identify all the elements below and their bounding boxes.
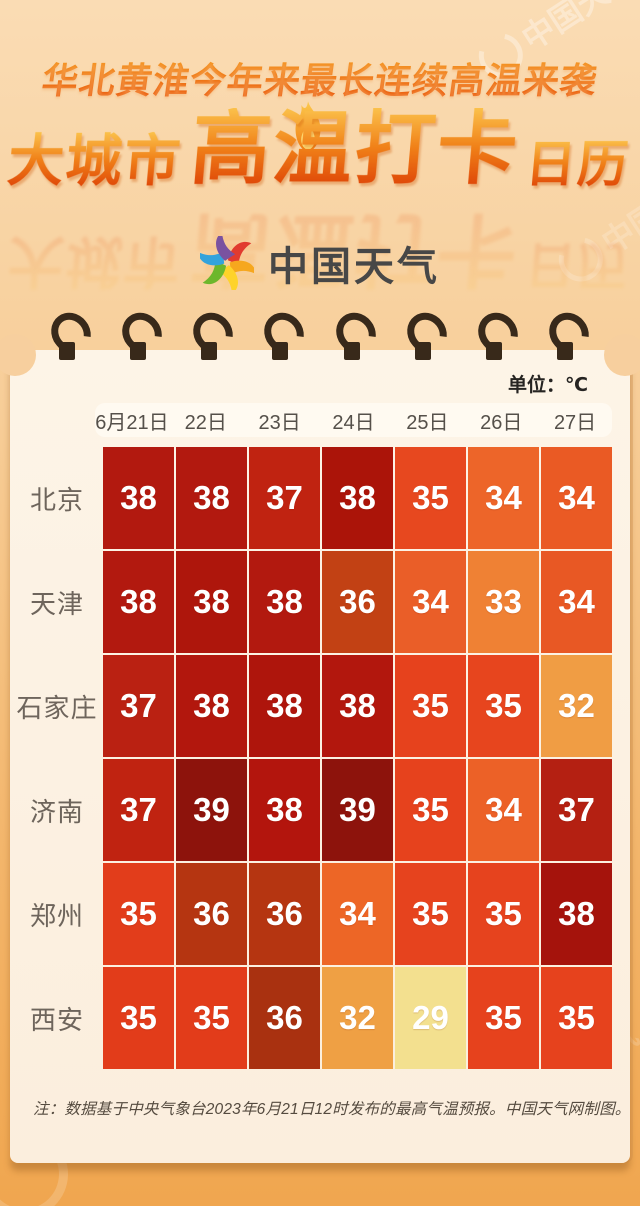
temp-cell: 36 <box>176 863 247 965</box>
temp-cell: 34 <box>395 551 466 653</box>
temp-cell: 38 <box>541 863 612 965</box>
temp-cell: 38 <box>249 759 320 861</box>
temp-cell: 33 <box>468 551 539 653</box>
temp-cell: 38 <box>249 551 320 653</box>
city-label: 北京 <box>29 484 84 515</box>
binder-ring-icon <box>398 304 455 364</box>
brand-name: 中国天气 <box>268 245 440 289</box>
temp-cell: 34 <box>322 863 393 965</box>
unit-label: 单位：℃ <box>507 375 588 396</box>
date-header: 23日 <box>258 411 301 434</box>
binder-ring-icon <box>256 304 313 364</box>
temp-cell: 35 <box>176 967 247 1069</box>
date-header: 6月21日 <box>95 411 169 434</box>
brand-logo: 中国天气 <box>0 234 640 292</box>
temp-cell: 35 <box>395 655 466 757</box>
temp-cell: 35 <box>468 655 539 757</box>
date-header: 24日 <box>332 411 375 434</box>
city-label: 济南 <box>29 796 84 827</box>
title-part-1: 大城市 <box>5 129 185 193</box>
poster-subtitle: 华北黄淮今年来最长连续高温来袭 <box>0 52 640 104</box>
temp-cell: 36 <box>249 967 320 1069</box>
title-part-2: 高温打卡 <box>187 104 523 193</box>
binder-rings <box>43 304 597 364</box>
temp-cell: 35 <box>103 967 174 1069</box>
temp-cell: 35 <box>468 967 539 1069</box>
temp-cell: 32 <box>322 967 393 1069</box>
city-label: 天津 <box>29 588 84 619</box>
temp-cell: 38 <box>176 551 247 653</box>
date-header: 26日 <box>480 411 523 434</box>
city-column: 北京天津石家庄济南郑州西安 <box>14 447 100 1069</box>
temp-cell: 35 <box>541 967 612 1069</box>
title-part-3: 日历 <box>523 135 633 192</box>
city-label: 西安 <box>29 1004 84 1035</box>
watermark-label: 中国天气 <box>515 0 640 58</box>
card-notch <box>604 334 640 376</box>
temp-cell: 36 <box>249 863 320 965</box>
temp-cell: 38 <box>176 447 247 549</box>
date-header: 22日 <box>184 411 227 434</box>
city-label: 郑州 <box>29 900 84 931</box>
binder-ring-icon <box>114 304 171 364</box>
temp-cell: 36 <box>322 551 393 653</box>
card-notch <box>0 334 36 376</box>
binder-ring-icon <box>541 304 597 364</box>
pinwheel-logo-icon <box>200 236 254 290</box>
temp-cell: 38 <box>322 447 393 549</box>
temp-cell: 34 <box>541 447 612 549</box>
date-header: 25日 <box>406 411 449 434</box>
temp-cell: 35 <box>103 863 174 965</box>
binder-ring-icon <box>327 304 384 364</box>
temp-cell: 37 <box>541 759 612 861</box>
temp-cell: 34 <box>468 447 539 549</box>
flame-icon <box>295 101 321 153</box>
temp-cell: 37 <box>103 655 174 757</box>
poster-title: 大城市 高温打卡 日历 <box>0 104 640 193</box>
temp-cell: 35 <box>468 863 539 965</box>
date-header: 27日 <box>553 411 597 434</box>
temp-cell: 38 <box>249 655 320 757</box>
temp-cell: 38 <box>176 655 247 757</box>
binder-ring-icon <box>185 304 242 364</box>
temp-cell: 29 <box>395 967 466 1069</box>
date-header-row: 6月21日 22日 23日 24日 25日 26日 27日 <box>95 403 612 437</box>
temp-cell: 37 <box>103 759 174 861</box>
temp-cell: 32 <box>541 655 612 757</box>
temp-cell: 39 <box>176 759 247 861</box>
footnote: 注：数据基于中央气象台2023年6月21日12时发布的最高气温预报。中国天气网制… <box>33 1101 631 1118</box>
binder-ring-icon <box>469 304 526 364</box>
temperature-grid: 38 38 37 38 35 34 34 38 38 38 36 34 33 34 37 38 38 38 35 35… <box>103 447 612 1069</box>
temp-cell: 34 <box>541 551 612 653</box>
temp-cell: 37 <box>249 447 320 549</box>
temp-cell: 39 <box>322 759 393 861</box>
temp-cell: 38 <box>322 655 393 757</box>
temp-cell: 35 <box>395 759 466 861</box>
temp-cell: 38 <box>103 551 174 653</box>
temp-cell: 35 <box>395 447 466 549</box>
city-label: 石家庄 <box>16 692 98 723</box>
temp-cell: 35 <box>395 863 466 965</box>
temp-cell: 38 <box>103 447 174 549</box>
temp-cell: 34 <box>468 759 539 861</box>
binder-ring-icon <box>43 304 99 364</box>
